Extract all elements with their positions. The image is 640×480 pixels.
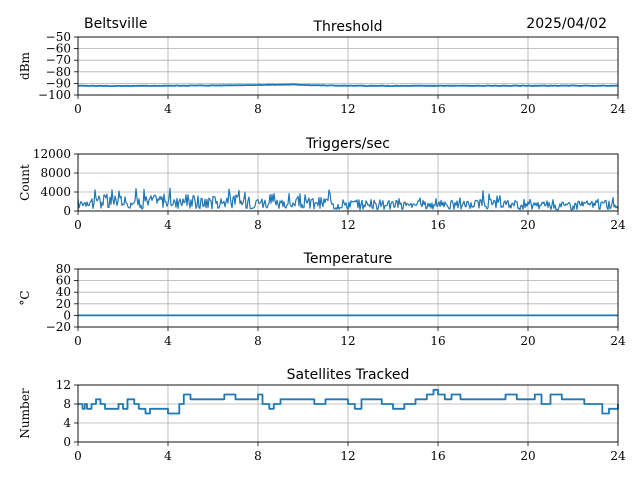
panel-title: Threshold [313, 19, 383, 35]
chart-panels: Threshold 0 4 8 12 16 20 24 −100−90−80−70−60−50 d… [18, 19, 626, 463]
x-tick-label: 20 [520, 449, 535, 463]
x-tick-label: 4 [164, 102, 172, 116]
y-tick-label: 20 [56, 297, 71, 311]
y-tick-label: 80 [56, 262, 71, 276]
y-axis-label: °C [18, 290, 32, 305]
x-tick-label: 16 [430, 218, 445, 232]
x-tick-label: 0 [74, 102, 82, 116]
y-tick-label: 0 [63, 435, 71, 449]
y-tick-label: 0 [63, 308, 71, 322]
x-tick-label: 16 [430, 102, 445, 116]
x-tick-label: 0 [74, 449, 82, 463]
y-tick-label: −50 [46, 30, 71, 44]
x-tick-label: 8 [254, 102, 262, 116]
plot-frame [77, 384, 619, 443]
y-tick-label: 8000 [40, 166, 71, 180]
x-tick-label: 16 [430, 334, 445, 348]
series-line [77, 187, 619, 211]
x-tick-label: 24 [610, 449, 626, 463]
y-tick-label: −90 [46, 76, 71, 90]
x-tick-label: 20 [520, 218, 535, 232]
panel-title: Satellites Tracked [287, 367, 410, 383]
x-tick-label: 8 [254, 449, 262, 463]
x-tick-label: 24 [610, 218, 626, 232]
x-tick-label: 4 [164, 218, 172, 232]
y-tick-label: −100 [38, 88, 71, 102]
plot-frame [77, 153, 619, 212]
x-tick-label: 16 [430, 449, 445, 463]
x-tick-label: 4 [164, 334, 172, 348]
series-line [78, 388, 619, 415]
y-tick-label: 12 [56, 378, 71, 392]
panel-title: Triggers/sec [305, 136, 390, 152]
chart-panel-4: Satellites Tracked 0 4 8 12 16 20 24 0 4 8 12 Number [18, 367, 626, 463]
x-tick-label: 20 [520, 334, 535, 348]
x-tick-label: 0 [74, 218, 82, 232]
y-tick-label: −60 [46, 42, 71, 56]
x-tick-label: 8 [254, 218, 262, 232]
x-tick-label: 20 [520, 102, 535, 116]
x-tick-label: 0 [74, 334, 82, 348]
date-label: 2025/04/02 [526, 16, 607, 32]
y-axis-label: Count [18, 164, 32, 201]
chart-panel-2: Triggers/sec 0 4 8 12 16 20 24 0 4000 8000 12000Cou… [18, 136, 626, 232]
x-tick-label: 12 [340, 218, 355, 232]
y-tick-label: −70 [46, 53, 71, 67]
y-axis-label: dBm [18, 51, 32, 80]
x-tick-label: 12 [340, 449, 355, 463]
y-tick-label: 0 [63, 204, 71, 218]
y-tick-label: −80 [46, 65, 71, 79]
chart-panel-1: Threshold 0 4 8 12 16 20 24 −100−90−80−70−60−50 d… [18, 19, 626, 116]
y-tick-label: 60 [56, 274, 71, 288]
series-line [77, 83, 619, 88]
x-tick-label: 4 [164, 449, 172, 463]
y-tick-label: −20 [46, 320, 71, 334]
station-label: Beltsville [84, 16, 147, 32]
x-tick-label: 8 [254, 334, 262, 348]
y-tick-label: 12000 [33, 147, 71, 161]
plot-frame [77, 268, 619, 328]
x-tick-label: 24 [610, 334, 626, 348]
x-tick-label: 12 [340, 102, 355, 116]
x-tick-label: 12 [340, 334, 355, 348]
plot-frame [77, 36, 619, 96]
y-axis-label: Number [18, 388, 32, 438]
x-tick-label: 24 [610, 102, 626, 116]
y-tick-label: 40 [56, 285, 71, 299]
y-tick-label: 4 [63, 416, 71, 430]
y-tick-label: 8 [63, 397, 71, 411]
panel-title: Temperature [303, 251, 393, 267]
y-tick-label: 4000 [40, 185, 71, 199]
